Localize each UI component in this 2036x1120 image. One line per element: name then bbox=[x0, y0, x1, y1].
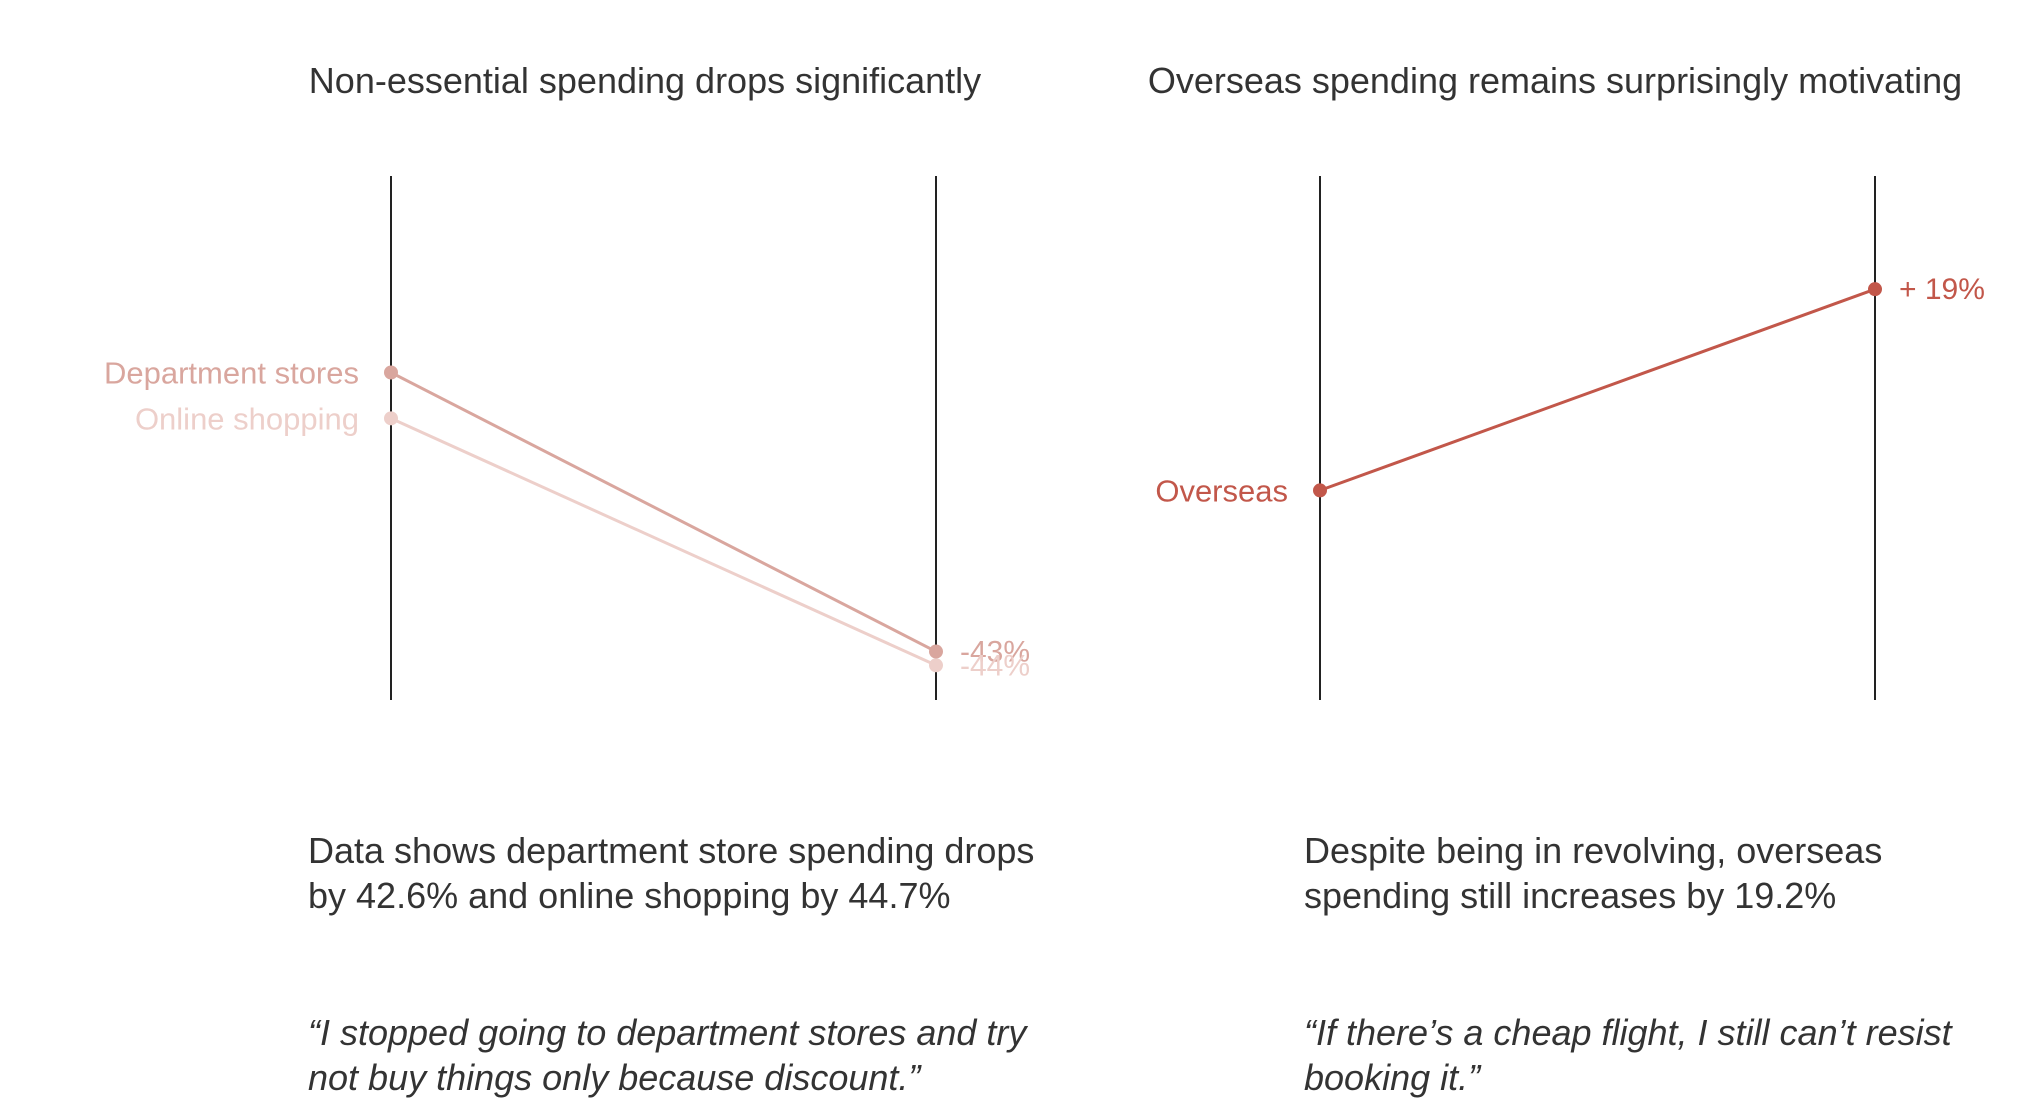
left-department-stores-series-label: Department stores bbox=[104, 356, 359, 391]
left-online-shopping-end-point bbox=[929, 658, 943, 673]
right-overseas-value-label: + 19% bbox=[1899, 273, 1985, 306]
left-department-stores-end-point bbox=[929, 644, 943, 659]
right-caption: Despite being in revolving, overseas spe… bbox=[1304, 830, 1883, 916]
left-caption: Data shows department store spending dro… bbox=[308, 830, 1035, 916]
left-department-stores-value-label: -43% bbox=[960, 636, 1030, 669]
right-overseas-start-point bbox=[1313, 483, 1327, 498]
left-slope-chart: Department stores -43% Online shopping -44% bbox=[104, 176, 1030, 700]
left-quote: “I stopped going to department stores an… bbox=[308, 1012, 1027, 1098]
right-chart-title: Overseas spending remains surprisingly m… bbox=[1148, 60, 1962, 101]
right-overseas-end-point bbox=[1868, 282, 1882, 297]
left-online-shopping-series-label: Online shopping bbox=[135, 401, 359, 436]
right-slope-chart: Overseas + 19% bbox=[1155, 176, 1985, 700]
left-department-stores-start-point bbox=[384, 365, 398, 380]
right-quote: “If there’s a cheap flight, I still can’… bbox=[1304, 1012, 1952, 1098]
left-chart-title: Non-essential spending drops significant… bbox=[309, 60, 981, 101]
left-department-stores-slope-line bbox=[390, 371, 937, 653]
left-online-shopping-slope-line bbox=[390, 416, 937, 667]
left-online-shopping-start-point bbox=[384, 411, 398, 426]
left-online-shopping-value-label: -44% bbox=[960, 649, 1030, 682]
right-overseas-series-label: Overseas bbox=[1155, 473, 1288, 508]
right-overseas-slope-line bbox=[1319, 287, 1876, 492]
